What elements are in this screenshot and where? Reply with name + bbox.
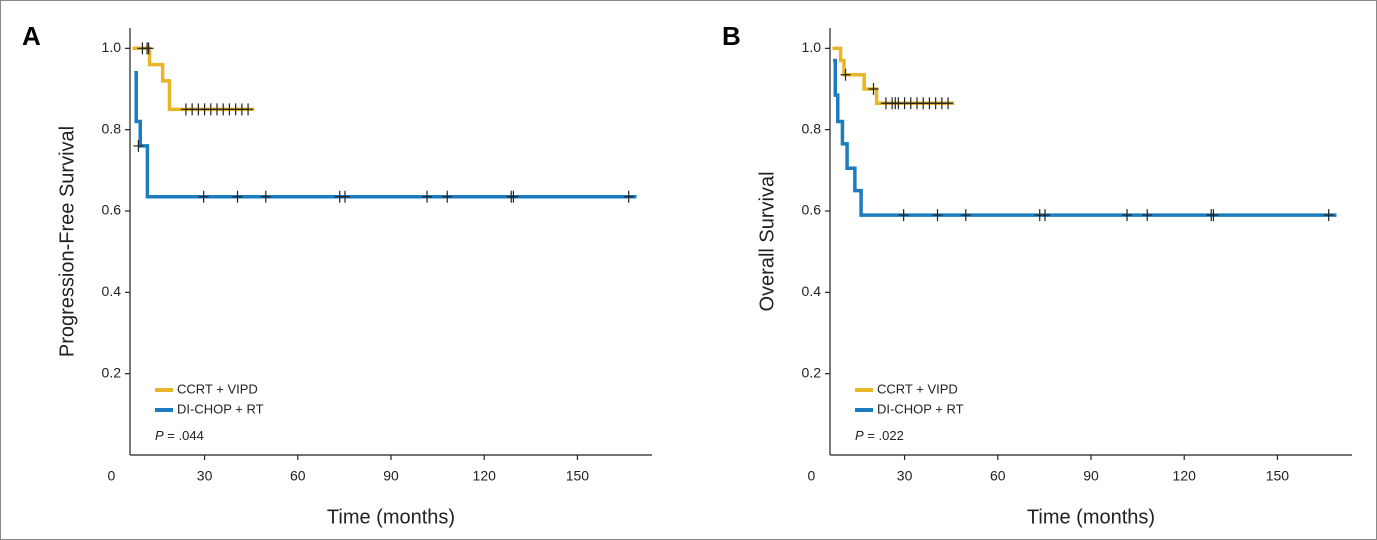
y-tick-label: 1.0 [802,39,822,55]
y-tick-label: 0.8 [802,120,822,136]
p-symbol: P [155,428,164,443]
x-tick-label: 150 [1266,468,1290,484]
x-tick-label: 0 [807,468,815,484]
censor-mark [422,190,433,203]
censor-mark [143,42,154,55]
y-tick-label: 0.8 [102,120,122,136]
censor-mark [1040,209,1051,222]
panel-label: B [722,21,741,51]
p-value: P = .044 [155,428,204,443]
censor-mark [232,190,243,203]
x-axis-title: Time (months) [1027,506,1155,528]
censor-mark [1142,209,1153,222]
y-axis-title: Overall Survival [756,171,778,311]
x-tick-label: 0 [107,468,115,484]
x-axis-title: Time (months) [327,506,455,528]
censor-mark [340,190,351,203]
y-tick-label: 0.6 [802,202,822,218]
p-value-text: = .022 [867,428,904,443]
x-tick-label: 150 [566,468,590,484]
censor-mark [840,68,851,81]
y-axis-title: Progression-Free Survival [56,126,78,357]
y-tick-label: 0.6 [102,202,122,218]
censor-mark [898,209,909,222]
censor-mark [932,209,943,222]
legend-label: CCRT + VIPD [877,381,958,396]
censor-mark [1122,209,1133,222]
y-tick-label: 0.4 [802,283,822,299]
p-value: P = .022 [855,428,904,443]
censor-mark [260,190,271,203]
legend-label: DI-CHOP + RT [877,401,964,416]
y-tick-label: 0.2 [102,364,122,380]
censor-mark [1208,209,1219,222]
x-tick-label: 120 [1173,468,1197,484]
survival-curve [832,46,955,105]
censor-mark [198,190,209,203]
y-tick-label: 0.2 [802,364,822,380]
x-tick-label: 30 [897,468,913,484]
x-tick-label: 90 [383,468,399,484]
censor-mark [943,97,954,110]
y-tick-label: 1.0 [102,39,122,55]
censor-mark [133,139,144,152]
x-tick-label: 30 [197,468,213,484]
survival-curve [132,46,255,112]
censor-mark [960,209,971,222]
censor-mark [623,190,634,203]
x-tick-label: 120 [473,468,497,484]
censor-mark [868,83,879,95]
x-tick-label: 60 [290,468,306,484]
x-tick-label: 60 [990,468,1006,484]
x-tick-label: 90 [1083,468,1099,484]
censor-mark [442,190,453,203]
survival-curve [134,70,637,199]
censor-mark [243,103,254,116]
panel-label: A [22,21,41,51]
legend-label: CCRT + VIPD [177,381,258,396]
legend-label: DI-CHOP + RT [177,401,264,416]
censor-mark [508,190,519,203]
p-value-text: = .044 [167,428,204,443]
y-tick-label: 0.4 [102,283,122,299]
survival-curve [833,58,1337,217]
censor-mark [1323,209,1334,222]
p-symbol: P [855,428,864,443]
